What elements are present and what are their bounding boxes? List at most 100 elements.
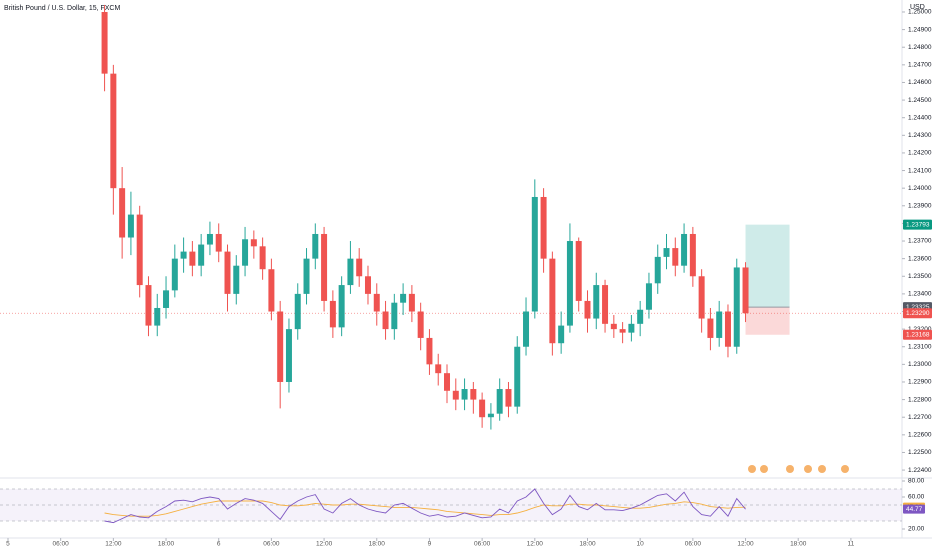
y-tick-label: 1.23900 <box>908 203 932 210</box>
x-tick-label: 9 <box>428 541 432 548</box>
rsi-ma-line <box>104 500 746 517</box>
candle-body <box>645 283 652 310</box>
event-icon[interactable] <box>748 465 756 473</box>
x-tick-label: 12:00 <box>316 541 333 548</box>
x-tick-label: 06:00 <box>263 541 280 548</box>
candle-body <box>163 290 170 308</box>
candle-body <box>154 307 161 326</box>
profit-zone <box>745 224 790 308</box>
candle-body <box>373 293 380 312</box>
candle-body <box>180 251 187 259</box>
candle-body <box>549 258 556 344</box>
event-icon[interactable] <box>760 465 768 473</box>
candle-body <box>619 329 626 333</box>
y-tick-label: 1.23600 <box>908 255 932 262</box>
candle-body <box>312 233 319 259</box>
event-icon[interactable] <box>841 465 849 473</box>
x-tick-label: 18:00 <box>158 541 175 548</box>
candle-body <box>206 233 213 245</box>
last-price-label-box <box>903 308 932 319</box>
target-label-box <box>903 219 932 230</box>
last-price-label: 1.23290 <box>906 310 930 317</box>
y-tick-label: 1.24900 <box>908 26 932 33</box>
y-tick-label: 1.24200 <box>908 150 932 157</box>
candle-body <box>733 267 740 347</box>
currency-label: USD <box>910 4 925 11</box>
candle-body <box>461 389 468 400</box>
candle-body <box>391 302 398 330</box>
candle-body <box>250 239 257 247</box>
x-tick-label: 11 <box>848 541 855 548</box>
rsi-tick-label: 60.00 <box>908 494 925 501</box>
candle-body <box>444 373 451 391</box>
candle-body <box>487 413 494 418</box>
event-icon[interactable] <box>804 465 812 473</box>
rsi-label: 44.77 <box>906 506 923 513</box>
candle-body <box>417 311 424 338</box>
stop-label: 1.23168 <box>906 331 930 338</box>
candle-body <box>119 188 126 238</box>
candle-body <box>277 311 284 382</box>
event-icon[interactable] <box>786 465 794 473</box>
y-tick-label: 1.24500 <box>908 97 932 104</box>
candle-body <box>400 293 407 303</box>
y-tick-label: 1.24000 <box>908 185 932 192</box>
x-tick-label: 12:00 <box>737 541 754 548</box>
candle-body <box>136 214 143 286</box>
candle-body <box>681 233 688 266</box>
candle-body <box>303 258 310 294</box>
candle-body <box>452 390 459 400</box>
candle-body <box>470 389 477 400</box>
candle-body <box>505 389 512 407</box>
x-tick-label: 12:00 <box>105 541 122 548</box>
candle-body <box>233 265 240 294</box>
y-tick-label: 1.22600 <box>908 432 932 439</box>
candle-body <box>189 251 196 266</box>
candle-body <box>523 311 530 347</box>
x-tick-label: 06:00 <box>685 541 702 548</box>
y-tick-label: 1.24300 <box>908 132 932 139</box>
candle-body <box>672 248 679 266</box>
stop-label-box <box>903 329 932 340</box>
x-tick-label: 18:00 <box>790 541 807 548</box>
y-tick-label: 1.22900 <box>908 379 932 386</box>
y-tick-label: 1.24800 <box>908 44 932 51</box>
rsi-tick-label: 20.00 <box>908 526 925 533</box>
y-tick-label: 1.23200 <box>908 326 932 333</box>
x-tick-label: 5 <box>6 541 10 548</box>
candle-body <box>127 214 134 238</box>
candle-body <box>110 73 117 189</box>
y-tick-label: 1.24100 <box>908 167 932 174</box>
target-label: 1.23793 <box>906 221 930 228</box>
y-tick-label: 1.22500 <box>908 449 932 456</box>
candle-body <box>426 337 433 365</box>
candle-body <box>540 196 547 259</box>
candle-body <box>101 11 108 74</box>
candle-body <box>259 246 266 270</box>
event-icon[interactable] <box>818 465 826 473</box>
candle-body <box>171 258 178 291</box>
candle-body <box>716 311 723 338</box>
candle-body <box>698 276 705 319</box>
candle-body <box>742 267 749 314</box>
candle-body <box>145 285 152 326</box>
y-tick-label: 1.22700 <box>908 414 932 421</box>
x-tick-label: 10 <box>637 541 645 548</box>
candle-body <box>338 285 345 328</box>
candle-body <box>224 251 231 294</box>
entry-label: 1.23325 <box>906 304 930 311</box>
candle-body <box>321 233 328 301</box>
candle-body <box>408 293 415 312</box>
y-tick-label: 1.23100 <box>908 343 932 350</box>
loss-zone <box>745 307 790 335</box>
candle-body <box>514 346 521 407</box>
candle-body <box>724 311 731 347</box>
candle-body <box>558 325 565 344</box>
candle-body <box>198 244 205 266</box>
candle-body <box>593 285 600 319</box>
candle-body <box>294 293 301 330</box>
candle-body <box>689 233 696 277</box>
y-tick-label: 1.22400 <box>908 467 932 474</box>
